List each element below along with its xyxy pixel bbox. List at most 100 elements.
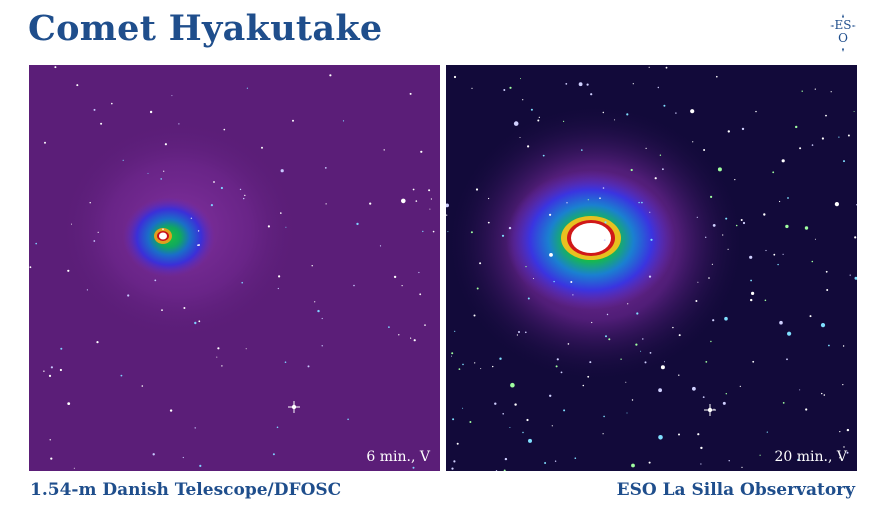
star bbox=[492, 365, 494, 368]
star bbox=[471, 87, 473, 89]
star bbox=[702, 396, 705, 398]
star bbox=[67, 269, 70, 272]
star bbox=[419, 293, 422, 296]
star bbox=[856, 204, 857, 206]
star bbox=[766, 431, 768, 433]
star bbox=[663, 104, 666, 107]
star bbox=[782, 402, 785, 404]
star bbox=[243, 197, 245, 200]
star bbox=[750, 279, 752, 282]
star bbox=[488, 197, 490, 200]
star bbox=[458, 368, 461, 370]
star bbox=[342, 120, 345, 122]
star bbox=[772, 171, 775, 174]
star bbox=[473, 314, 476, 317]
star bbox=[527, 145, 530, 148]
star bbox=[487, 221, 490, 224]
star bbox=[470, 231, 473, 234]
star bbox=[641, 201, 643, 204]
star bbox=[533, 278, 534, 279]
comet-image-left-svg bbox=[29, 65, 440, 471]
star bbox=[650, 238, 653, 241]
star bbox=[834, 202, 839, 207]
star bbox=[765, 249, 767, 252]
star bbox=[662, 168, 664, 171]
star bbox=[636, 312, 639, 315]
star bbox=[742, 221, 746, 225]
star bbox=[516, 334, 518, 336]
star bbox=[412, 188, 415, 191]
star bbox=[839, 431, 841, 433]
star bbox=[625, 381, 627, 383]
comet-image-right-svg bbox=[446, 65, 857, 471]
star bbox=[544, 462, 547, 464]
star bbox=[854, 236, 857, 239]
telescope-caption: 1.54-m Danish Telescope/DFOSC bbox=[30, 480, 342, 500]
star-field bbox=[446, 66, 857, 471]
star bbox=[49, 439, 51, 441]
star bbox=[183, 307, 186, 309]
star bbox=[626, 412, 628, 414]
star bbox=[428, 189, 431, 192]
star bbox=[452, 418, 455, 421]
star bbox=[451, 352, 454, 355]
star bbox=[560, 371, 563, 374]
star bbox=[149, 110, 153, 114]
star bbox=[50, 457, 53, 460]
star bbox=[740, 219, 743, 221]
star bbox=[820, 323, 826, 328]
star bbox=[122, 159, 124, 161]
star bbox=[658, 435, 663, 440]
star bbox=[454, 330, 456, 332]
star bbox=[245, 348, 247, 350]
star bbox=[501, 234, 505, 237]
star bbox=[530, 108, 533, 111]
star bbox=[100, 122, 103, 125]
eso-star-logo-icon: ES O bbox=[830, 14, 856, 52]
star bbox=[842, 345, 845, 347]
star bbox=[566, 202, 568, 204]
star bbox=[35, 242, 37, 245]
exposure-label-left: 6 min., V bbox=[366, 449, 430, 465]
star bbox=[759, 454, 761, 456]
star bbox=[563, 409, 566, 412]
star bbox=[476, 287, 479, 290]
star bbox=[604, 221, 607, 224]
star bbox=[838, 136, 840, 138]
star bbox=[697, 281, 699, 283]
star bbox=[572, 294, 574, 296]
star bbox=[830, 91, 832, 93]
star bbox=[549, 253, 553, 257]
star bbox=[728, 460, 730, 462]
star bbox=[161, 309, 163, 311]
star bbox=[474, 362, 476, 364]
star bbox=[632, 83, 634, 85]
star bbox=[513, 121, 519, 126]
star bbox=[648, 461, 651, 464]
star bbox=[241, 281, 243, 284]
star bbox=[538, 116, 540, 118]
star bbox=[725, 393, 727, 395]
star bbox=[526, 418, 529, 422]
star bbox=[495, 470, 498, 471]
star bbox=[86, 289, 88, 291]
star bbox=[777, 263, 779, 266]
star bbox=[198, 320, 201, 323]
star bbox=[71, 223, 72, 225]
star bbox=[763, 213, 766, 216]
star bbox=[602, 187, 605, 189]
comet-image-6min: 6 min., V bbox=[29, 65, 440, 471]
star bbox=[785, 224, 789, 229]
star bbox=[453, 460, 456, 463]
star bbox=[393, 275, 397, 279]
star bbox=[213, 181, 215, 183]
star bbox=[456, 442, 459, 445]
star bbox=[626, 113, 629, 116]
star bbox=[528, 438, 532, 443]
star bbox=[825, 270, 828, 273]
star bbox=[537, 119, 540, 122]
star bbox=[654, 177, 657, 180]
star bbox=[755, 110, 757, 113]
star bbox=[764, 299, 767, 302]
star bbox=[696, 216, 698, 218]
